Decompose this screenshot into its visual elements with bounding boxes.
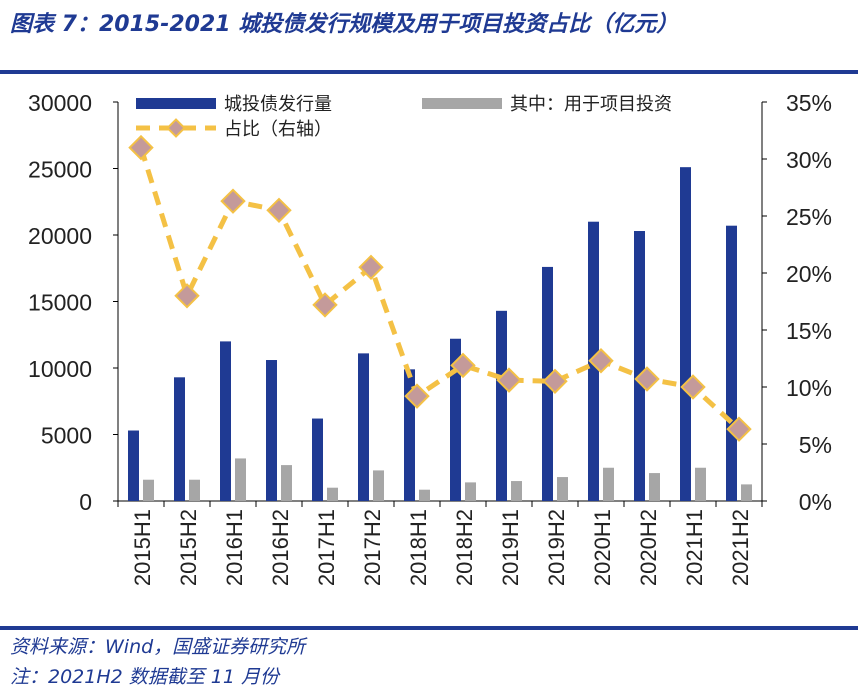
- bar-project-investment: [511, 481, 522, 501]
- bar-project-investment: [373, 470, 384, 501]
- x-tick-label: 2017H1: [314, 509, 339, 586]
- x-tick-label: 2021H1: [682, 509, 707, 586]
- ratio-point: [220, 188, 246, 214]
- ratio-point: [542, 368, 568, 395]
- ratio-point: [174, 283, 200, 309]
- right-tick-label: 15%: [786, 318, 832, 344]
- ratio-point: [588, 348, 614, 374]
- left-tick-label: 30000: [28, 90, 92, 116]
- figure-title: 图表 7：2015-2021 城投债发行规模及用于项目投资占比（亿元）: [10, 12, 679, 37]
- footnote: 注：2021H2 数据截至 11 月份: [10, 666, 280, 688]
- x-tick-label: 2016H2: [268, 509, 293, 586]
- chart-area: 0 5000 10000 15000 20000 25000 30000 0% 5% 10% 15%…: [28, 90, 832, 586]
- ratio-point: [634, 366, 660, 392]
- bar-project-investment: [419, 489, 430, 501]
- x-tick-label: 2019H1: [498, 509, 523, 586]
- right-tick-label: 25%: [786, 204, 832, 230]
- bar-project-investment: [235, 458, 246, 501]
- bar-issuance: [266, 360, 277, 501]
- x-tick-label: 2018H2: [452, 509, 477, 586]
- right-tick-label: 20%: [786, 261, 832, 287]
- bar-project-investment: [557, 477, 568, 501]
- bar-issuance: [496, 310, 507, 501]
- right-tick-label: 30%: [786, 147, 832, 173]
- ratio-point: [266, 197, 292, 224]
- left-tick-label: 25000: [28, 157, 92, 183]
- legend-label-ratio: 占比（右轴）: [224, 119, 332, 140]
- bar-project-investment: [603, 467, 614, 501]
- left-tick-label: 15000: [28, 290, 92, 316]
- bar-issuance: [312, 418, 323, 501]
- ratio-point: [450, 352, 476, 379]
- ratio-point: [726, 416, 752, 442]
- bars: [128, 167, 752, 502]
- x-tick-label: 2020H1: [590, 509, 615, 586]
- legend-label-project: 其中：用于项目投资: [510, 94, 672, 115]
- left-tick-label: 0: [79, 489, 92, 515]
- ratio-point: [358, 254, 384, 281]
- right-tick-label: 5%: [799, 432, 832, 458]
- x-tick-label: 2017H2: [360, 509, 385, 586]
- bar-issuance: [358, 353, 369, 501]
- bar-project-investment: [741, 484, 752, 501]
- bar-project-investment: [465, 482, 476, 501]
- right-tick-label: 10%: [786, 375, 832, 401]
- legend-swatch-project: [422, 98, 502, 109]
- bar-project-investment: [281, 465, 292, 501]
- x-tick-label: 2020H2: [636, 509, 661, 586]
- bar-issuance: [726, 225, 737, 501]
- legend: 城投债发行量 其中：用于项目投资占比（右轴）: [136, 94, 672, 140]
- x-tick-label: 2021H2: [728, 509, 753, 586]
- bar-project-investment: [695, 467, 706, 501]
- ratio-point: [128, 134, 154, 161]
- bar-issuance: [128, 430, 139, 501]
- bar-issuance: [404, 369, 415, 501]
- bar-project-investment: [189, 479, 200, 501]
- x-tick-label: 2018H1: [406, 509, 431, 586]
- bar-issuance: [680, 167, 691, 502]
- x-tick-label: 2015H1: [130, 509, 155, 586]
- ratio-point: [680, 374, 706, 400]
- legend-label-issuance: 城投债发行量: [224, 94, 332, 115]
- left-tick-label: 5000: [41, 423, 92, 449]
- x-tick-label: 2016H1: [222, 509, 247, 586]
- bar-issuance: [174, 377, 185, 501]
- ratio-point: [496, 367, 522, 393]
- bar-project-investment: [649, 473, 660, 501]
- right-tick-label: 0%: [799, 489, 832, 515]
- ratio-line: [128, 134, 752, 442]
- bar-issuance: [220, 341, 231, 501]
- top-rule: [0, 70, 858, 74]
- source-note: 资料来源：Wind，国盛证券研究所: [10, 636, 306, 658]
- x-tick-label: 2015H2: [176, 509, 201, 586]
- bottom-rule: [0, 626, 858, 630]
- bar-project-investment: [143, 479, 154, 501]
- legend-swatch-issuance: [136, 98, 216, 109]
- left-tick-label: 20000: [28, 223, 92, 249]
- bar-project-investment: [327, 487, 338, 501]
- axes: 0 5000 10000 15000 20000 25000 30000 0% 5% 10% 15%…: [28, 90, 832, 586]
- legend-marker-ratio: [166, 118, 186, 138]
- bar-issuance: [634, 231, 645, 501]
- ratio-point: [404, 383, 430, 409]
- bar-issuance: [450, 338, 461, 501]
- x-tick-label: 2019H2: [544, 509, 569, 586]
- ratio-point: [312, 292, 338, 318]
- right-tick-label: 35%: [786, 90, 832, 116]
- left-tick-label: 10000: [28, 356, 92, 382]
